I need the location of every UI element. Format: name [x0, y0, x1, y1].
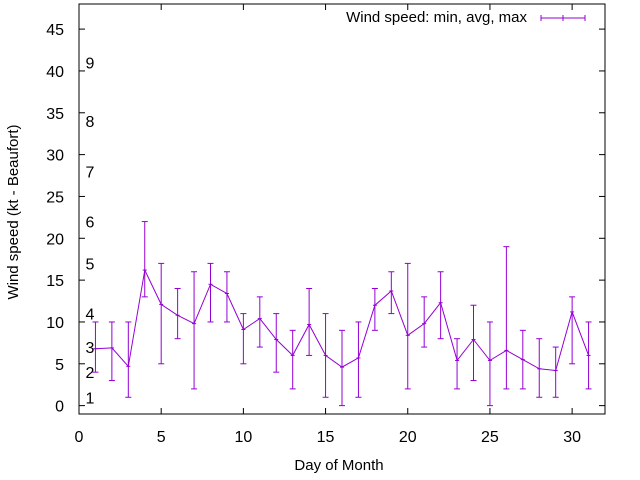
beaufort-label: 9: [86, 56, 95, 73]
y-tick-label: 5: [55, 357, 64, 374]
series-layer: [92, 221, 592, 407]
beaufort-label: 5: [86, 256, 95, 273]
beaufort-label: 1: [86, 390, 95, 407]
x-tick-label: 10: [234, 429, 252, 446]
x-tick-label: 5: [157, 429, 166, 446]
x-tick-label: 0: [75, 429, 84, 446]
beaufort-label: 6: [86, 215, 95, 232]
beaufort-label: 3: [86, 340, 95, 357]
x-tick-label: 15: [317, 429, 335, 446]
axis-ticks: [78, 4, 605, 414]
x-tick-label: 25: [481, 429, 499, 446]
x-tick-label: 30: [563, 429, 581, 446]
y-axis-title: Wind speed (kt - Beaufort): [5, 124, 22, 299]
y-tick-label: 35: [46, 106, 64, 123]
legend-entry-label: Wind speed: min, avg, max: [346, 9, 527, 26]
y-tick-label: 25: [46, 189, 64, 206]
x-axis-title: Day of Month: [294, 457, 383, 474]
y-tick-label: 45: [46, 22, 64, 39]
x-tick-label: 20: [399, 429, 417, 446]
y-tick-label: 10: [46, 315, 64, 332]
y-tick-label: 20: [46, 231, 64, 248]
beaufort-label: 7: [86, 164, 95, 181]
plot-frame: [78, 3, 606, 415]
y-tick-label: 0: [55, 399, 64, 416]
y-tick-label: 15: [46, 273, 64, 290]
beaufort-label: 4: [86, 307, 95, 324]
legend: Wind speed: min, avg, max: [346, 9, 586, 26]
beaufort-label: 2: [86, 365, 95, 382]
legend-key: [540, 15, 586, 21]
y-tick-label: 40: [46, 64, 64, 81]
beaufort-label: 8: [86, 114, 95, 131]
beaufort-scale-labels: 1 2 3 4 5 6 7 8 9: [86, 56, 95, 408]
y-tick-label: 30: [46, 148, 64, 165]
